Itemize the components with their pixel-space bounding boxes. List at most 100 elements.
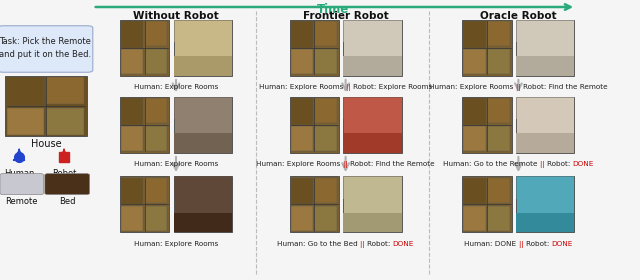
Bar	[174, 97, 232, 119]
Bar	[463, 206, 486, 231]
Bar	[121, 126, 143, 151]
Bar	[463, 49, 486, 74]
Bar	[344, 20, 402, 42]
Bar	[516, 213, 575, 232]
Bar	[145, 21, 167, 46]
Text: Task: Pick the Remote
and put it on the Bed.: Task: Pick the Remote and put it on the …	[0, 38, 92, 59]
Text: Human: Go to the Bed || Robot: DONE: Human: Go to the Bed || Robot: DONE	[277, 241, 414, 248]
Text: ||: ||	[516, 84, 523, 91]
Text: Human: Explore Rooms || Robot: Find the Remote: Human: Explore Rooms || Robot: Find the …	[257, 161, 435, 168]
Bar	[314, 49, 337, 74]
Text: Human: Human	[4, 169, 35, 178]
Text: Human: DONE: Human: DONE	[464, 241, 518, 247]
Bar	[487, 21, 509, 46]
Text: Human: Explore Rooms: Human: Explore Rooms	[134, 241, 218, 247]
Bar	[291, 178, 313, 204]
Bar	[121, 178, 143, 204]
Bar	[314, 126, 337, 151]
Bar	[463, 20, 512, 76]
Bar	[145, 98, 167, 123]
Text: Without Robot: Without Robot	[133, 11, 219, 21]
Text: ||: ||	[343, 161, 350, 168]
Bar	[145, 206, 167, 231]
FancyBboxPatch shape	[0, 174, 44, 195]
Bar	[120, 176, 169, 232]
Bar	[314, 98, 337, 123]
Bar	[291, 98, 313, 125]
Text: Human: Go to the Remote: Human: Go to the Remote	[443, 161, 540, 167]
Text: Remote: Remote	[6, 197, 38, 206]
Text: Oracle Robot: Oracle Robot	[480, 11, 557, 21]
Text: ||: ||	[540, 161, 547, 168]
Text: Human: Explore Rooms: Human: Explore Rooms	[134, 161, 218, 167]
Bar	[487, 206, 509, 231]
Text: Human: Explore Rooms || Robot: Explore Rooms: Human: Explore Rooms || Robot: Explore R…	[259, 84, 432, 91]
Bar	[46, 77, 84, 104]
Bar	[121, 206, 143, 231]
Bar	[145, 49, 167, 74]
Bar	[344, 176, 402, 199]
Text: Human: Explore Rooms: Human: Explore Rooms	[429, 84, 516, 90]
Bar	[344, 133, 402, 153]
Bar	[291, 49, 313, 74]
Bar	[344, 97, 402, 119]
Bar	[487, 178, 509, 203]
Bar	[174, 20, 232, 76]
Bar	[516, 97, 575, 153]
Text: ||: ||	[518, 241, 525, 248]
Text: DONE: DONE	[551, 241, 573, 247]
Text: Human: Explore Rooms: Human: Explore Rooms	[259, 84, 346, 90]
Bar	[120, 20, 169, 76]
Text: Robot: Robot	[52, 169, 76, 178]
Bar	[291, 21, 313, 48]
Text: Robot:: Robot:	[547, 161, 572, 167]
Text: Robot: Find the Remote: Robot: Find the Remote	[523, 84, 607, 90]
Bar	[121, 21, 143, 48]
Bar	[516, 133, 575, 153]
Bar	[174, 176, 232, 199]
Bar	[314, 178, 337, 203]
Bar	[7, 77, 44, 106]
Bar	[516, 20, 575, 42]
Bar	[463, 178, 486, 204]
Bar	[516, 97, 575, 119]
Text: Robot: Explore Rooms: Robot: Explore Rooms	[353, 84, 432, 90]
Bar	[7, 108, 44, 135]
Bar	[5, 76, 87, 136]
Bar	[174, 133, 232, 153]
Bar	[344, 20, 402, 76]
Text: Human: Explore Rooms: Human: Explore Rooms	[134, 84, 218, 90]
Bar	[344, 213, 402, 232]
Bar	[463, 126, 486, 151]
FancyBboxPatch shape	[0, 26, 93, 72]
Bar	[145, 178, 167, 203]
Bar	[121, 49, 143, 74]
Bar	[174, 97, 232, 153]
Bar	[314, 206, 337, 231]
Text: Human: Go to the Remote || Robot: DONE: Human: Go to the Remote || Robot: DONE	[443, 161, 594, 168]
Bar	[120, 97, 169, 153]
Bar	[46, 108, 84, 135]
Bar	[174, 176, 232, 232]
Text: Human: Explore Rooms: Human: Explore Rooms	[257, 161, 343, 167]
Bar	[516, 20, 575, 76]
Text: Human: Go to the Bed: Human: Go to the Bed	[277, 241, 360, 247]
Bar	[290, 176, 339, 232]
Bar	[174, 20, 232, 42]
Bar	[516, 176, 575, 199]
Bar	[344, 56, 402, 76]
Bar	[516, 56, 575, 76]
Text: Robot:: Robot:	[367, 241, 393, 247]
Bar	[174, 56, 232, 76]
Text: House: House	[31, 139, 61, 149]
Text: Human: Explore Rooms || Robot: Find the Remote: Human: Explore Rooms || Robot: Find the …	[429, 84, 607, 91]
Bar	[145, 126, 167, 151]
Bar	[314, 21, 337, 46]
Text: Human: DONE || Robot: DONE: Human: DONE || Robot: DONE	[464, 241, 573, 248]
Bar	[463, 21, 486, 48]
Bar	[291, 126, 313, 151]
Text: ||: ||	[360, 241, 367, 248]
Bar	[487, 49, 509, 74]
Text: DONE: DONE	[393, 241, 414, 247]
Bar	[487, 126, 509, 151]
